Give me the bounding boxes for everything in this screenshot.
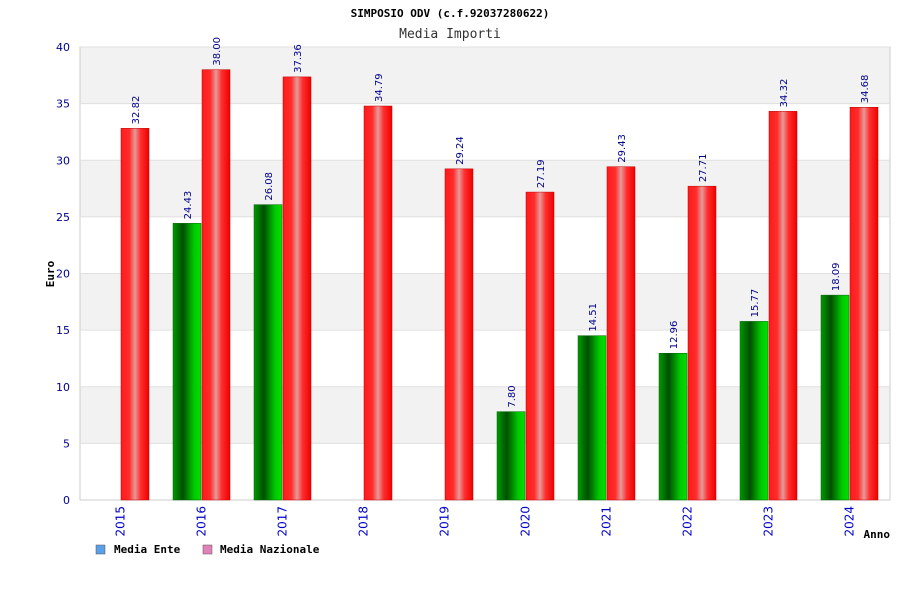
y-tick-label: 40: [56, 41, 70, 54]
legend-item-media-nazionale: Media Nazionale: [202, 543, 320, 556]
data-label: 38.00: [212, 37, 223, 66]
data-label: 26.08: [264, 172, 275, 201]
data-label: 27.71: [698, 154, 709, 183]
x-tick-label: 2020: [519, 506, 533, 537]
y-tick-label: 35: [56, 98, 70, 111]
y-tick-label: 30: [56, 154, 70, 167]
x-tick-label: 2023: [762, 506, 776, 537]
data-labels: 32.82 24.43 38.00 26.08 37.36 34.79 29.24 7.80 2…: [131, 37, 871, 408]
data-label: 18.09: [831, 262, 842, 291]
data-label: 15.77: [750, 289, 761, 318]
data-label: 34.32: [779, 79, 790, 108]
x-tick-label: 2024: [843, 506, 857, 537]
chart-title: SIMPOSIO ODV (c.f.92037280622): [351, 7, 550, 20]
bar-media-ente: [253, 204, 283, 501]
x-tick-label: 2022: [681, 506, 695, 537]
data-label: 29.43: [617, 134, 628, 163]
y-tick-label: 5: [63, 437, 70, 450]
data-label: 7.80: [507, 385, 518, 407]
chart-subtitle: Media Importi: [399, 27, 501, 42]
bar-media-nazionale: [363, 105, 393, 501]
bar-media-nazionale: [201, 69, 231, 501]
data-label: 27.19: [536, 159, 547, 188]
x-axis-label: Anno: [864, 528, 891, 541]
legend-swatch: [202, 544, 213, 555]
bar-media-ente: [820, 294, 850, 501]
x-tick-label: 2016: [195, 506, 209, 537]
y-tick-label: 15: [56, 324, 70, 337]
bars: [120, 69, 879, 501]
legend-label: Media Nazionale: [220, 543, 320, 556]
x-axis-ticks: 2015 2016 2017 2018 2019 2020 2021 2022 2023 2024: [114, 506, 857, 537]
x-tick-label: 2017: [276, 506, 290, 537]
data-label: 34.79: [374, 73, 385, 102]
bar-media-nazionale: [606, 166, 636, 501]
y-axis-ticks: 0 5 10 15 20 25 30 35 40: [56, 41, 70, 507]
x-tick-label: 2018: [357, 506, 371, 537]
data-label: 37.36: [293, 44, 304, 73]
y-axis-label: Euro: [44, 260, 57, 287]
x-tick-label: 2015: [114, 506, 128, 537]
data-label: 14.51: [588, 303, 599, 332]
bar-media-nazionale: [282, 76, 312, 501]
legend: Media Ente Media Nazionale: [95, 543, 320, 556]
bar-media-ente: [739, 321, 769, 501]
y-tick-label: 0: [63, 494, 70, 507]
x-tick-label: 2019: [438, 506, 452, 537]
bar-media-nazionale: [444, 168, 474, 501]
bar-media-ente: [658, 352, 688, 501]
bar-media-nazionale: [768, 111, 798, 501]
legend-swatch: [95, 544, 106, 555]
data-label: 29.24: [455, 136, 466, 165]
data-label: 24.43: [183, 191, 194, 220]
bar-media-ente: [496, 411, 526, 501]
legend-label: Media Ente: [114, 543, 181, 556]
bar-media-ente: [172, 223, 202, 501]
y-tick-label: 25: [56, 211, 70, 224]
bar-media-nazionale: [687, 185, 717, 501]
data-label: 32.82: [131, 96, 142, 125]
y-tick-label: 10: [56, 381, 70, 394]
bar-media-nazionale: [525, 191, 555, 501]
bar-media-nazionale: [120, 128, 150, 501]
bar-media-ente: [577, 335, 607, 501]
legend-item-media-ente: Media Ente: [95, 543, 181, 556]
data-label: 34.68: [860, 75, 871, 104]
data-label: 12.96: [669, 321, 680, 350]
x-tick-label: 2021: [600, 506, 614, 537]
y-tick-label: 20: [56, 268, 70, 281]
bar-media-nazionale: [849, 106, 879, 501]
